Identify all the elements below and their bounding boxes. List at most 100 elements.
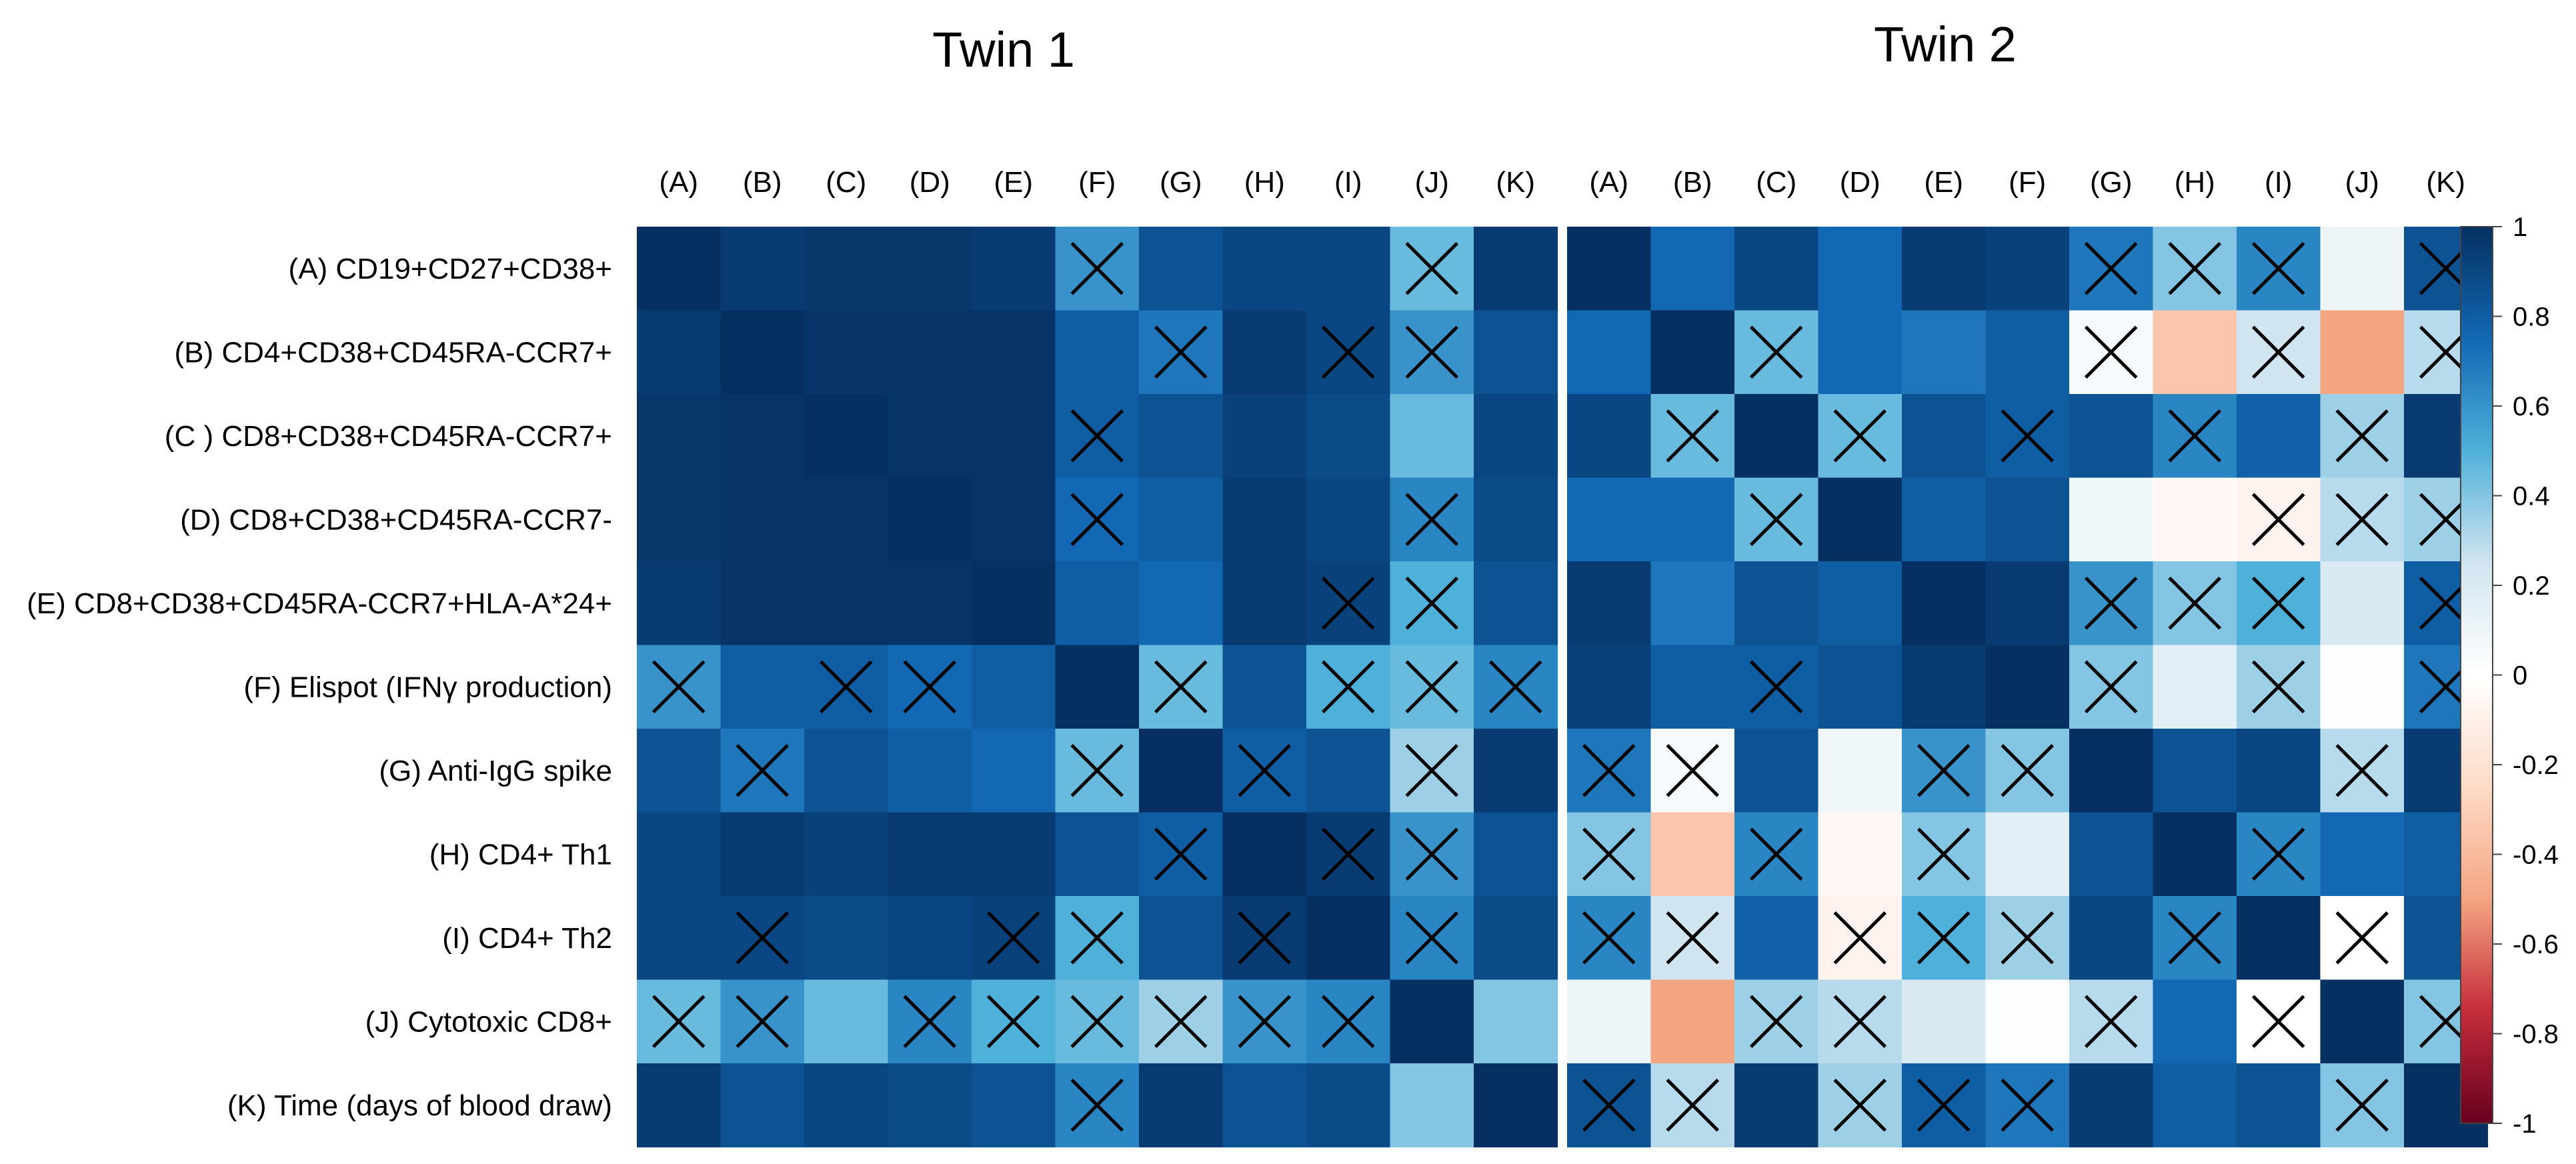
heatmap-cell — [972, 561, 1056, 646]
heatmap-cell — [1306, 1063, 1391, 1148]
non-significant-cross-mark — [1405, 660, 1459, 714]
heatmap-cell — [2153, 979, 2237, 1064]
non-significant-cross-mark — [2168, 576, 2222, 630]
column-label: (B) — [743, 166, 782, 199]
non-significant-cross-mark — [1238, 743, 1292, 797]
heatmap-cell — [1818, 310, 1902, 395]
heatmap-cell — [2069, 729, 2154, 813]
non-significant-cross-mark — [1405, 241, 1459, 295]
heatmap-cell — [720, 645, 805, 729]
non-significant-cross-mark — [1833, 1078, 1887, 1132]
heatmap-cell — [1139, 477, 1224, 562]
heatmap-cell — [972, 645, 1056, 729]
heatmap-cell — [1139, 394, 1224, 479]
non-significant-cross-mark — [2335, 409, 2389, 463]
heatmap-cell — [1818, 729, 1902, 813]
heatmap-cell — [1055, 310, 1140, 395]
non-significant-cross-mark — [1154, 827, 1208, 881]
non-significant-cross-mark — [2251, 493, 2305, 547]
heatmap-cell — [888, 561, 972, 646]
non-significant-cross-mark — [2168, 241, 2222, 295]
heatmap-cell — [1567, 645, 1652, 729]
panel-twin-1: Twin 1 (A) (B) (C) (D) (E) (F) (G) (H) (I) (J) (K) — [637, 22, 1558, 1148]
non-significant-cross-mark — [2251, 827, 2305, 881]
heatmap-cell — [804, 310, 889, 395]
heatmap-cell — [1650, 645, 1735, 729]
heatmap-cell — [888, 729, 972, 813]
non-significant-cross-mark — [1666, 409, 1720, 463]
heatmap-cell — [2153, 645, 2237, 729]
heatmap-cell — [1818, 645, 1902, 729]
heatmap-cell — [1650, 812, 1735, 897]
non-significant-cross-mark — [1238, 995, 1292, 1049]
heatmap-cell — [720, 227, 805, 311]
heatmap-cell — [2069, 394, 2154, 479]
non-significant-cross-mark — [1405, 493, 1459, 547]
non-significant-cross-mark — [1070, 241, 1124, 295]
non-significant-cross-mark — [1238, 911, 1292, 965]
non-significant-cross-mark — [1070, 1078, 1124, 1132]
heatmap-cell — [972, 812, 1056, 897]
non-significant-cross-mark — [1666, 1078, 1720, 1132]
column-label: (H) — [1244, 166, 1285, 199]
heatmap-cell — [804, 227, 889, 311]
row-label: (C ) CD8+CD38+CD45RA-CCR7+ — [165, 420, 612, 453]
heatmap-cell — [720, 1063, 805, 1148]
heatmap-cell — [1306, 477, 1391, 562]
column-label: (A) — [659, 166, 698, 199]
heatmap-cell — [1985, 227, 2070, 311]
heatmap-cell — [1902, 561, 1987, 646]
heatmap-cell — [2153, 1063, 2237, 1148]
heatmap-cell — [637, 310, 722, 395]
heatmap-cell — [1139, 896, 1224, 981]
heatmap-cell — [1222, 310, 1307, 395]
heatmap-cell — [888, 477, 972, 562]
heatmap-cell — [1734, 1063, 1819, 1148]
column-label: (F) — [2009, 166, 2046, 199]
non-significant-cross-mark — [1582, 1078, 1636, 1132]
heatmap-cell — [1902, 979, 1987, 1064]
heatmap-cell — [1474, 812, 1558, 897]
heatmap-cell — [1985, 812, 2070, 897]
heatmap-cell — [804, 896, 889, 981]
non-significant-cross-mark — [1582, 827, 1636, 881]
heatmap-cell — [2153, 310, 2237, 395]
heatmap-cell — [720, 561, 805, 646]
heatmap-cell — [972, 477, 1056, 562]
colorbar-tick-label: 0.4 — [2513, 482, 2550, 511]
row-label: (D) CD8+CD38+CD45RA-CCR7- — [180, 503, 612, 536]
non-significant-cross-mark — [1488, 660, 1542, 714]
heatmap-cell — [637, 1063, 722, 1148]
panel-title-twin-1: Twin 1 — [932, 22, 1075, 77]
heatmap-cell — [1222, 812, 1307, 897]
heatmap-cell — [1902, 227, 1987, 311]
heatmap-cell — [2069, 1063, 2154, 1148]
non-significant-cross-mark — [1833, 995, 1887, 1049]
non-significant-cross-mark — [903, 995, 957, 1049]
non-significant-cross-mark — [652, 995, 706, 1049]
heatmap-cell — [2237, 1063, 2321, 1148]
heatmap-cell — [1139, 729, 1224, 813]
non-significant-cross-mark — [1070, 743, 1124, 797]
non-significant-cross-mark — [736, 995, 790, 1049]
colorbar-tick-label: -1 — [2513, 1109, 2537, 1139]
heatmap-cell — [972, 1063, 1056, 1148]
non-significant-cross-mark — [1321, 995, 1375, 1049]
row-labels: (A) CD19+CD27+CD38+ (B) CD4+CD38+CD45RA-C… — [27, 253, 612, 1122]
heatmap-cell — [1222, 477, 1307, 562]
column-label: (C) — [826, 166, 866, 199]
column-label: (K) — [2426, 166, 2465, 199]
non-significant-cross-mark — [1833, 409, 1887, 463]
heatmap-cell — [1650, 477, 1735, 562]
non-significant-cross-mark — [1916, 827, 1971, 881]
non-significant-cross-mark — [2001, 1078, 2055, 1132]
non-significant-cross-mark — [1916, 743, 1971, 797]
heatmap-cell — [888, 812, 972, 897]
non-significant-cross-mark — [2084, 660, 2138, 714]
heatmap-cell — [1650, 227, 1735, 311]
column-label: (I) — [1334, 166, 1362, 199]
column-label: (I) — [2265, 166, 2293, 199]
heatmap-cell — [1390, 979, 1474, 1064]
heatmap-cell — [1474, 227, 1558, 311]
